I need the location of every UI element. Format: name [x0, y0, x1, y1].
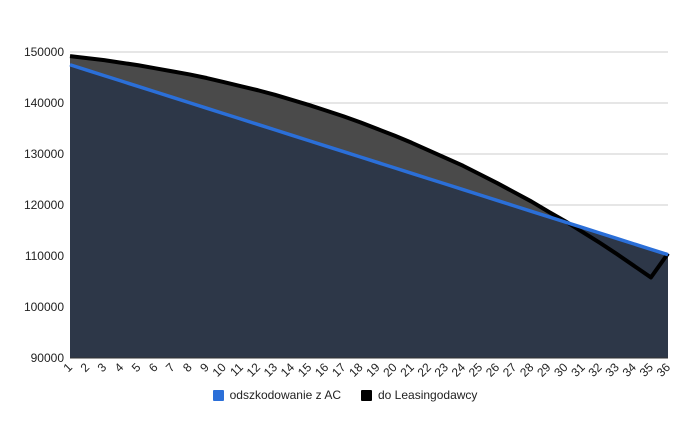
x-tick-label: 36: [654, 360, 674, 380]
legend-item-ac[interactable]: odszkodowanie z AC: [212, 388, 341, 402]
legend-swatch-leasing: [361, 389, 372, 401]
x-tick-label: 3: [95, 360, 110, 375]
y-tick-label: 110000: [25, 249, 64, 263]
y-tick-label: 90000: [31, 351, 65, 365]
y-tick-label: 140000: [24, 96, 64, 110]
series-line-ac: [69, 63, 669, 257]
x-tick-label: 7: [163, 360, 178, 375]
x-tick-label: 6: [146, 360, 161, 375]
x-tick-label: 8: [180, 360, 195, 375]
x-tick-label: 9: [197, 360, 212, 375]
x-tick-label: 5: [129, 360, 144, 375]
y-tick-label: 100000: [24, 300, 64, 314]
chart-svg: 90000 100000 110000 120000 130000 140000 15000…: [24, 45, 674, 380]
legend: odszkodowanie z AC do Leasingodawcy: [0, 388, 690, 402]
legend-swatch-ac: [212, 389, 224, 401]
x-tick-label: 4: [112, 360, 127, 375]
y-tick-label: 150000: [24, 45, 64, 59]
x-tick-label: 10: [210, 360, 230, 380]
x-tick-label: 1: [60, 360, 75, 375]
legend-label-leasing: do Leasingodawcy: [378, 388, 478, 402]
x-tick-label: 2: [78, 360, 93, 375]
legend-item-leasing[interactable]: do Leasingodawcy: [361, 388, 477, 402]
y-tick-label: 130000: [24, 147, 64, 161]
y-tick-label: 120000: [24, 198, 64, 212]
area-under-ac: [70, 64, 668, 358]
legend-label-ac: odszkodowanie z AC: [229, 388, 341, 402]
